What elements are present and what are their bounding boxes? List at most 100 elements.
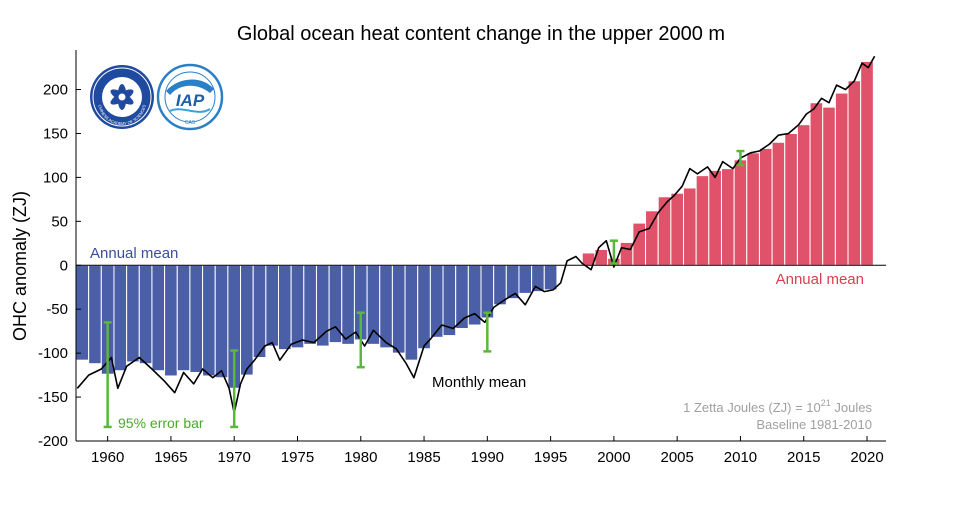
annotation-annual-mean-left: Annual mean [90,245,178,262]
annual-bar-1966 [176,264,191,372]
x-tick-label: 2015 [787,449,820,466]
y-tick-label: 50 [51,213,68,230]
error-bar-1980 [356,311,365,369]
y-tick-label: -100 [38,345,68,362]
annual-bar-1991 [493,264,507,306]
annual-bar-2003 [645,210,659,266]
x-tick-label: 1990 [471,449,504,466]
error-bar-1990 [483,311,492,353]
annual-bar-1968 [202,264,216,377]
y-tick-label: 150 [43,125,68,142]
tick-labels: 1960 1965 1970 1975 1980 1985 1990 1995 2000 2005… [38,82,884,466]
annual-bar-2005 [670,192,684,266]
x-tick-label: 2010 [724,449,757,466]
x-tick-label: 2000 [597,449,630,466]
annual-bar-2019 [847,80,862,266]
annotation-annual-mean-right: Annual mean [776,271,864,288]
unit-note-exponent: 21 [821,398,831,408]
monthly-line [76,55,876,414]
annual-bars [75,60,874,389]
chart-title: Global ocean heat content change in the … [237,23,725,45]
iap-seal-logo: IAP CAS [156,63,224,131]
x-tick-label: 2005 [660,449,693,466]
monthly-mean-line [76,55,876,414]
x-tick-label: 1960 [91,449,124,466]
annual-bar-1993 [518,264,533,294]
annual-bar-2018 [834,92,849,266]
annual-bar-2014 [784,132,798,266]
annual-bar-2004 [657,196,672,266]
annual-bar-1982 [379,264,393,349]
annual-bar-1992 [505,264,520,300]
annual-bar-1972 [252,264,267,359]
error-bar-1960 [103,321,112,429]
axes [75,50,886,442]
x-tick-label: 2020 [850,449,883,466]
annotation-monthly-mean: Monthly mean [432,374,526,391]
x-tick-label: 1965 [154,449,187,466]
annual-bar-1961 [113,264,128,372]
annual-bar-1971 [240,264,254,376]
annual-bar-1959 [88,264,102,365]
annual-bar-1975 [290,264,305,349]
annual-bar-2016 [809,102,824,266]
x-tick-label: 1995 [534,449,567,466]
annual-bar-2001 [619,241,634,266]
annual-bar-1969 [214,264,229,379]
annotation-error-bar: 95% error bar [118,415,204,431]
y-tick-label: -50 [46,301,68,318]
y-tick-label: -200 [38,433,68,450]
unit-note-prefix: 1 Zetta Joules (ZJ) = 10 [683,400,821,415]
annual-bar-2006 [683,187,697,266]
annual-bar-1963 [138,264,153,365]
annual-bar-1983 [391,264,406,354]
annual-bar-2010 [733,159,748,266]
baseline-note: Baseline 1981-2010 [756,417,872,432]
annual-bar-1974 [278,264,292,351]
y-tick-label: -150 [38,389,68,406]
x-tick-label: 1975 [281,449,314,466]
y-tick-label: 100 [43,169,68,186]
iap-logo-text: IAP [176,91,205,110]
annual-bar-2008 [708,169,722,266]
annual-bar-1987 [442,264,457,337]
annual-bar-1976 [303,264,317,345]
annual-bar-1995 [543,264,558,291]
iap-logo-caption: CAS [185,120,196,126]
y-tick-label: 200 [43,82,68,99]
error-bar-2000 [609,239,618,265]
plot-area: 1960 1965 1970 1975 1980 1985 1990 1995 2000 2005… [38,50,886,466]
y-axis-label: OHC anomaly (ZJ) [10,191,30,341]
annual-bar-2020 [860,60,874,266]
annual-bar-2007 [695,175,710,266]
unit-note-suffix: Joules [831,400,873,415]
annual-bar-1979 [341,264,355,345]
annual-bar-2017 [822,106,836,266]
cas-seal-logo: CHINESE ACADEMY OF SCIENCES [90,65,154,129]
unit-note: 1 Zetta Joules (ZJ) = 1021 Joules [683,398,872,415]
annual-bar-1985 [417,264,431,350]
x-tick-label: 1985 [407,449,440,466]
error-bar-2010 [736,149,745,167]
annual-bar-1958 [75,264,90,361]
error-bar-1970 [230,349,239,429]
y-tick-label: 0 [60,257,68,274]
annual-bar-1981 [366,264,381,345]
annual-bar-2013 [771,141,786,266]
annual-bar-1984 [404,264,419,361]
annual-bar-1962 [126,264,140,363]
annual-bar-1965 [164,264,178,377]
annual-bar-1964 [151,264,166,372]
atom-icon [110,84,134,110]
annual-bar-2009 [720,168,735,266]
error-bars [103,149,745,429]
x-tick-label: 1970 [218,449,251,466]
annual-bar-2012 [758,147,773,266]
annual-bar-1967 [189,264,204,373]
annual-bar-2011 [746,152,760,266]
annual-bar-2015 [796,124,811,266]
x-tick-label: 1980 [344,449,377,466]
annual-bar-2002 [632,222,647,266]
annual-bar-1988 [455,264,469,330]
